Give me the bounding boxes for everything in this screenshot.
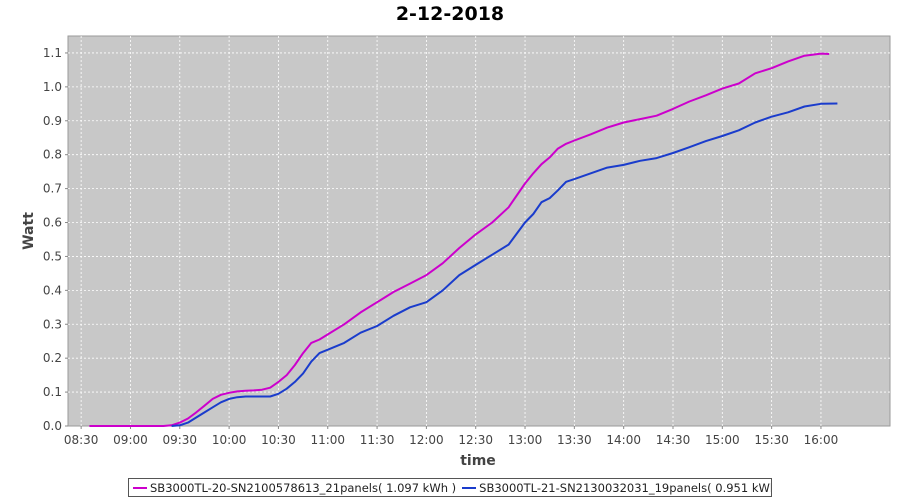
y-axis-label: Watt <box>21 212 37 250</box>
legend-item-series-2: SB3000TL-21-SN2130032031_19panels( 0.951… <box>462 480 772 495</box>
x-tick-label: 08:30 <box>64 433 99 447</box>
x-tick-label: 14:30 <box>656 433 691 447</box>
line-chart: 0.0 0.1 0.2 0.3 0.4 0.5 0.6 0.7 0.8 0.9 1.0 1.1 08:… <box>21 35 891 469</box>
x-tick-label: 10:30 <box>261 433 296 447</box>
y-tick-label: 0.1 <box>43 385 62 399</box>
legend: SB3000TL-20-SN2100578613_21panels( 1.097… <box>128 478 772 497</box>
x-tick-label: 12:30 <box>458 433 493 447</box>
y-tick-label: 1.0 <box>43 80 62 94</box>
y-tick-label: 0.8 <box>43 148 62 162</box>
x-tick-label: 09:30 <box>162 433 197 447</box>
y-tick-label: 0.3 <box>43 317 62 331</box>
x-tick-label: 09:00 <box>113 433 148 447</box>
chart-title: 2-12-2018 <box>395 3 505 25</box>
legend-swatch-series-2 <box>462 486 477 489</box>
y-axis: 0.0 0.1 0.2 0.3 0.4 0.5 0.6 0.7 0.8 0.9 1.0 1.1 <box>43 46 68 433</box>
legend-label-series-1: SB3000TL-20-SN2100578613_21panels( 1.097… <box>150 480 457 495</box>
x-tick-label: 10:00 <box>212 433 247 447</box>
y-tick-label: 0.4 <box>43 283 62 297</box>
x-tick-label: 12:00 <box>409 433 444 447</box>
x-tick-label: 16:00 <box>804 433 839 447</box>
y-tick-label: 0.7 <box>43 182 62 196</box>
y-tick-label: 1.1 <box>43 46 62 60</box>
y-tick-label: 0.9 <box>43 114 62 128</box>
x-tick-label: 11:00 <box>310 433 345 447</box>
y-tick-label: 0.0 <box>43 419 62 433</box>
x-tick-label: 11:30 <box>360 433 395 447</box>
x-axis: 08:30 09:00 09:30 10:00 10:30 11:00 11:30 12:00… <box>64 426 838 447</box>
series-line-2 <box>171 102 838 427</box>
x-tick-label: 14:00 <box>606 433 641 447</box>
legend-item-series-1: SB3000TL-20-SN2100578613_21panels( 1.097… <box>133 481 456 495</box>
x-tick-label: 13:00 <box>508 433 543 447</box>
x-tick-label: 13:30 <box>557 433 592 447</box>
y-tick-label: 0.2 <box>43 351 62 365</box>
y-tick-label: 0.5 <box>43 249 62 263</box>
grid-lines <box>68 36 890 426</box>
legend-label-series-2: SB3000TL-21-SN2130032031_19panels( 0.951… <box>479 480 772 495</box>
x-axis-label: time <box>460 453 496 469</box>
x-tick-label: 15:30 <box>754 433 789 447</box>
series-lines <box>89 52 838 427</box>
x-tick-label: 15:00 <box>705 433 740 447</box>
legend-swatch-series-1 <box>133 486 147 489</box>
series-line-1 <box>89 52 830 427</box>
y-tick-label: 0.6 <box>43 216 62 230</box>
